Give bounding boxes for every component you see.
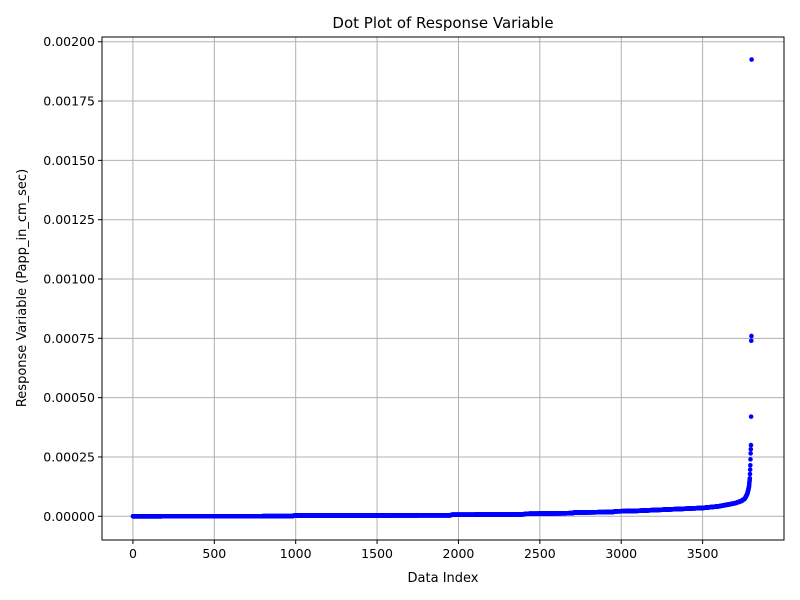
chart-title: Dot Plot of Response Variable	[332, 14, 553, 32]
y-tick-label: 0.00050	[43, 390, 95, 405]
outlier-point	[749, 57, 754, 62]
x-tick-label: 0	[129, 546, 137, 561]
x-axis-ticks: 0 500 1000 1500 2000 2500 3000 3500	[129, 540, 719, 561]
y-tick-label: 0.00075	[43, 331, 95, 346]
data-point	[748, 462, 753, 468]
y-tick-label: 0.00175	[43, 94, 95, 109]
data-point	[748, 442, 754, 448]
data-point	[747, 467, 753, 472]
x-tick-label: 2000	[443, 546, 475, 561]
x-tick-label: 1500	[361, 546, 393, 561]
data-point	[748, 451, 753, 456]
x-tick-label: 500	[202, 546, 226, 561]
x-tick-label: 3500	[687, 546, 719, 561]
y-tick-label: 0.00150	[43, 153, 95, 168]
data-point	[748, 446, 754, 452]
data-point	[747, 476, 753, 481]
outlier-point	[748, 338, 754, 344]
y-axis-label: Response Variable (Papp_in_cm_sec)	[15, 169, 30, 407]
x-tick-label: 3000	[605, 546, 637, 561]
plot-frame	[101, 36, 785, 541]
y-tick-label: 0.00000	[43, 509, 95, 524]
y-tick-label: 0.00200	[43, 34, 95, 49]
y-axis-ticks: 0.00000 0.00025 0.00050 0.00075 0.00100 0.001…	[43, 34, 102, 524]
data-points	[130, 57, 754, 519]
y-tick-label: 0.00125	[43, 212, 95, 227]
grid-lines	[102, 37, 784, 540]
y-tick-label: 0.00025	[43, 449, 95, 464]
x-tick-label: 2500	[524, 546, 556, 561]
y-tick-label: 0.00100	[43, 272, 95, 287]
data-point	[748, 457, 753, 462]
x-axis-label: Data Index	[408, 571, 479, 586]
outlier-point	[749, 333, 754, 339]
data-point	[747, 471, 753, 477]
outlier-point	[748, 414, 754, 419]
x-tick-label: 1000	[280, 546, 312, 561]
